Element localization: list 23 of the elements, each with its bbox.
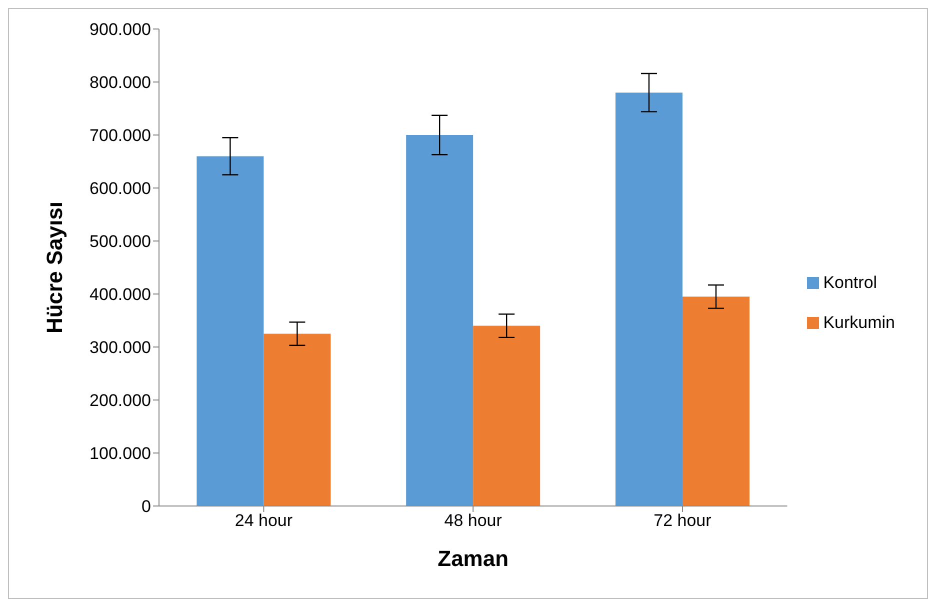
bar (406, 135, 474, 506)
y-tick-label: 0 (142, 497, 151, 516)
bar (264, 334, 331, 506)
y-tick-label: 500.000 (90, 232, 151, 252)
bar (682, 296, 750, 506)
y-tick-label: 200.000 (90, 391, 151, 410)
y-axis-title: Hücre Sayısı (42, 201, 67, 334)
x-tick-label: 72 hour (654, 511, 712, 530)
x-tick-label: 24 hour (234, 511, 293, 530)
y-tick-label: 900.000 (90, 20, 151, 40)
y-tick-label: 800.000 (90, 73, 151, 92)
x-tick-label: 48 hour (444, 511, 502, 530)
legend-label: Kurkumin (823, 312, 895, 332)
y-tick-label: 700.000 (90, 126, 151, 146)
bar (196, 156, 264, 506)
y-tick-label: 100.000 (90, 444, 151, 464)
legend-label: Kontrol (823, 272, 878, 292)
y-tick-label: 600.000 (90, 179, 151, 198)
bar (473, 326, 540, 506)
y-tick-label: 300.000 (90, 338, 151, 358)
y-tick-label: 400.000 (90, 285, 151, 304)
x-axis-title: Zaman (438, 546, 509, 571)
bar (615, 92, 682, 506)
